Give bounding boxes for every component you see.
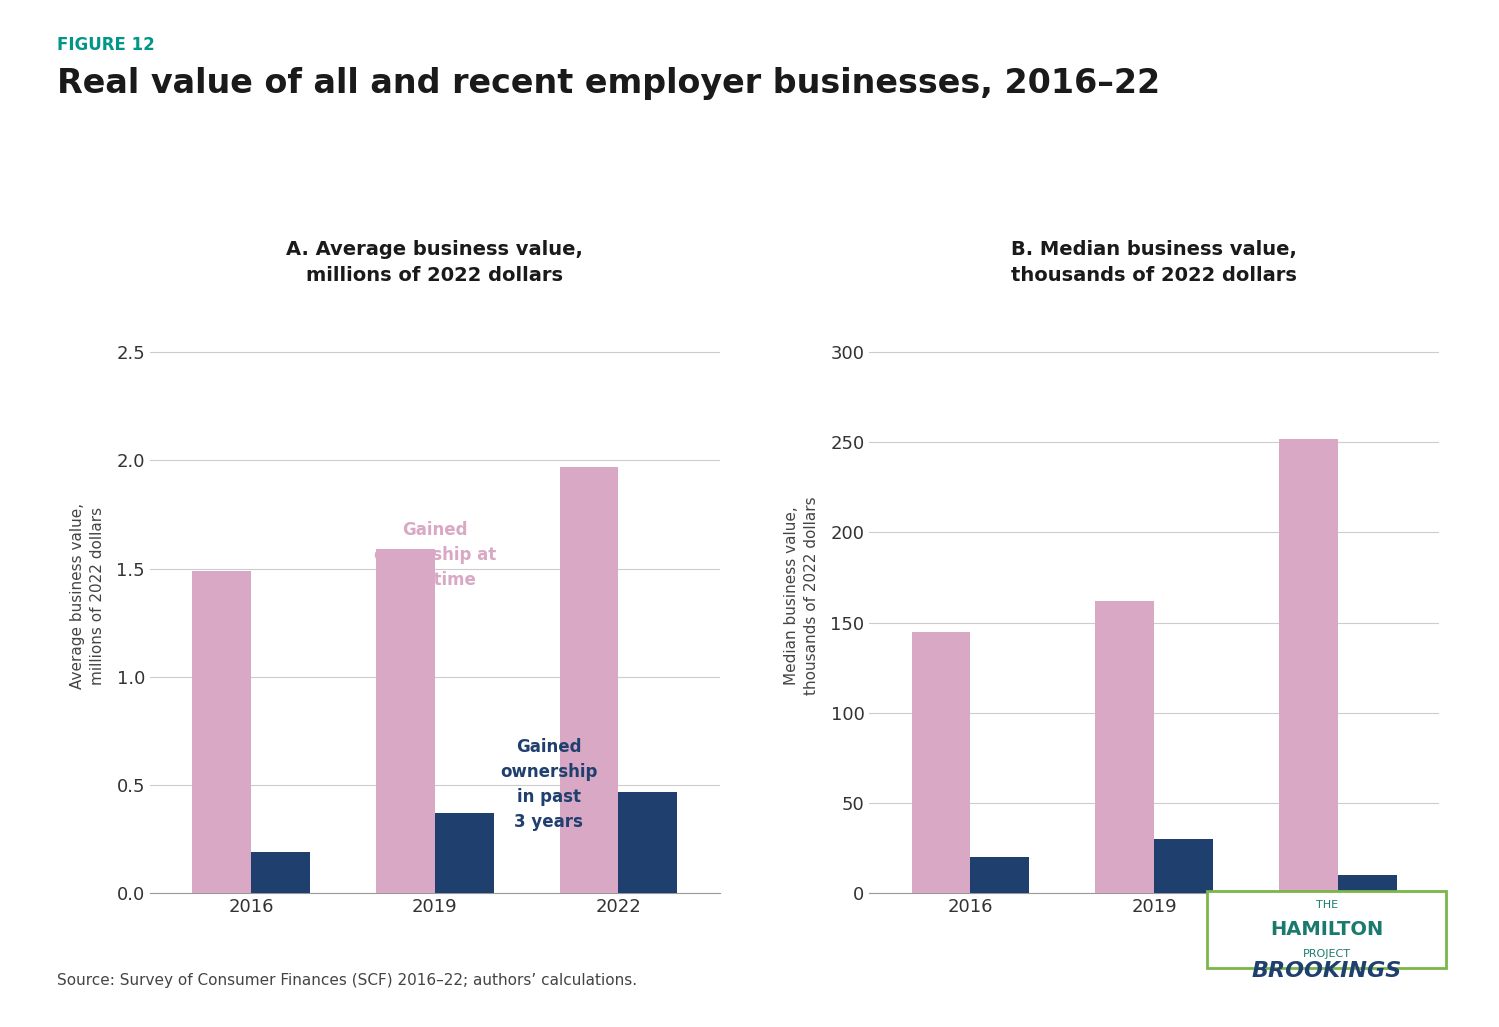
Y-axis label: Median business value,
thousands of 2022 dollars: Median business value, thousands of 2022…: [784, 496, 818, 695]
Bar: [192, 571, 250, 893]
Bar: [911, 632, 970, 893]
Bar: [1279, 439, 1339, 893]
Bar: [376, 549, 435, 893]
Bar: [1339, 875, 1397, 893]
Y-axis label: Average business value,
millions of 2022 dollars: Average business value, millions of 2022…: [70, 502, 105, 689]
Title: A. Average business value,
millions of 2022 dollars: A. Average business value, millions of 2…: [286, 239, 583, 286]
Bar: [1096, 601, 1154, 893]
Text: FIGURE 12: FIGURE 12: [57, 36, 154, 54]
Bar: [250, 852, 310, 893]
Text: Source: Survey of Consumer Finances (SCF) 2016–22; authors’ calculations.: Source: Survey of Consumer Finances (SCF…: [57, 973, 637, 988]
Text: THE: THE: [1316, 900, 1337, 910]
Text: BROOKINGS: BROOKINGS: [1252, 961, 1402, 981]
FancyBboxPatch shape: [1207, 890, 1447, 968]
Text: PROJECT: PROJECT: [1303, 949, 1351, 959]
Bar: [435, 813, 493, 893]
Bar: [970, 858, 1030, 893]
Title: B. Median business value,
thousands of 2022 dollars: B. Median business value, thousands of 2…: [1012, 239, 1297, 286]
Bar: [619, 792, 678, 893]
Bar: [1154, 839, 1213, 893]
Bar: [559, 467, 619, 893]
Text: Gained
ownership at
any time: Gained ownership at any time: [373, 521, 496, 588]
Text: Real value of all and recent employer businesses, 2016–22: Real value of all and recent employer bu…: [57, 67, 1160, 100]
Text: HAMILTON: HAMILTON: [1270, 920, 1384, 940]
Text: Gained
ownership
in past
3 years: Gained ownership in past 3 years: [501, 737, 597, 831]
